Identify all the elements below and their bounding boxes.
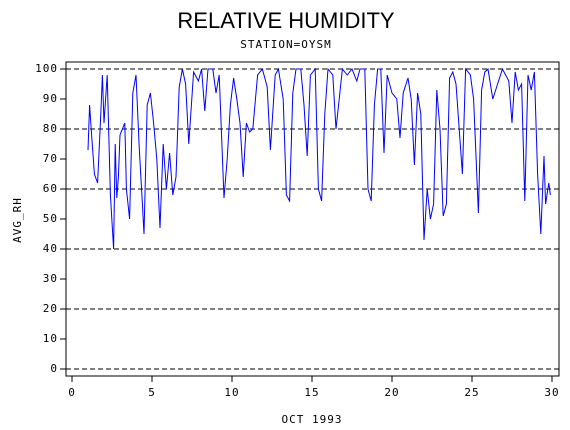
x-tick-label: 0 <box>68 386 76 399</box>
chart-subtitle: STATION=OYSM <box>240 38 331 51</box>
y-tick-label: 0 <box>50 362 58 375</box>
y-tick-label: 60 <box>43 182 58 195</box>
plot-frame <box>65 61 560 377</box>
x-tick-label: 15 <box>304 386 319 399</box>
x-tick-label: 5 <box>148 386 156 399</box>
x-tick-label: 10 <box>224 386 239 399</box>
x-tick-label: 30 <box>544 386 559 399</box>
y-tick-label: 90 <box>43 92 58 105</box>
y-axis-label: AVG_RH <box>11 197 24 243</box>
y-tick-label: 30 <box>43 272 58 285</box>
y-tick-label: 80 <box>43 122 58 135</box>
y-tick-label: 20 <box>43 302 58 315</box>
x-tick-label: 25 <box>464 386 479 399</box>
x-tick-label: 20 <box>384 386 399 399</box>
x-axis-label: OCT 1993 <box>282 413 343 426</box>
y-tick-label: 10 <box>43 332 58 345</box>
data-line <box>87 67 551 250</box>
y-tick-label: 100 <box>35 62 58 75</box>
y-tick-label: 50 <box>43 212 58 225</box>
chart-title: RELATIVE HUMIDITY <box>177 8 395 33</box>
y-tick-label: 40 <box>43 242 58 255</box>
y-tick-label: 70 <box>43 152 58 165</box>
